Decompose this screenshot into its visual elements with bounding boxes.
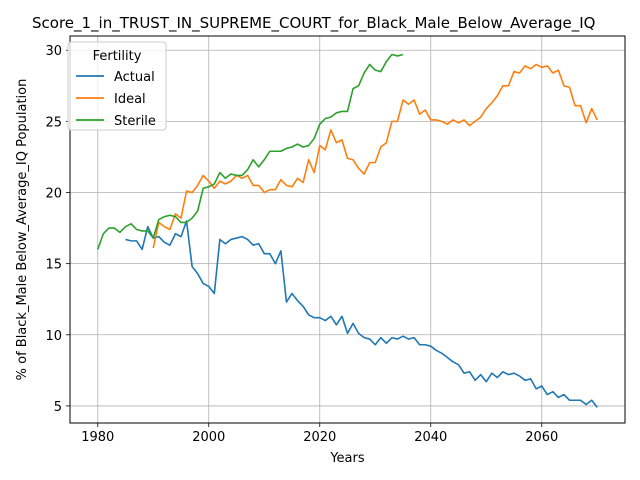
legend-label-ideal: Ideal [114, 92, 146, 107]
legend-items: Actual Ideal Sterile [76, 70, 156, 129]
x-tick-label: 1980 [81, 430, 114, 445]
y-tick-label: 25 [45, 115, 62, 130]
x-tick-label: 2020 [303, 430, 336, 445]
plot-frame [69, 35, 626, 424]
grid [70, 36, 625, 423]
y-tick-label: 10 [45, 329, 62, 344]
legend: Fertility Actual Ideal Sterile [67, 41, 167, 131]
x-tick-label: 2000 [192, 430, 225, 445]
legend-box [67, 41, 167, 131]
legend-label-sterile: Sterile [114, 114, 156, 129]
y-tick-label: 20 [45, 187, 62, 202]
legend-label-actual: Actual [114, 70, 155, 85]
x-tick-label: 2060 [525, 430, 558, 445]
series-line-actual [125, 220, 598, 408]
legend-title: Fertility [93, 49, 142, 64]
series-layer [96, 53, 598, 408]
x-axis: 1980 2000 2020 2040 2060 [81, 423, 558, 445]
y-tick-label: 15 [45, 258, 62, 273]
y-tick-label: 5 [54, 400, 62, 415]
y-axis-label: % of Black_Male Below_Average_IQ Populat… [15, 79, 30, 381]
series-line-sterile [96, 53, 404, 250]
chart-title: Score_1_in_TRUST_IN_SUPREME_COURT_for_Bl… [32, 14, 595, 33]
x-tick-label: 2040 [414, 430, 447, 445]
y-axis: 5 10 15 20 25 30 [45, 44, 70, 415]
x-axis-label: Years [329, 451, 365, 466]
series-line-ideal [152, 63, 598, 249]
y-tick-label: 30 [45, 44, 62, 59]
